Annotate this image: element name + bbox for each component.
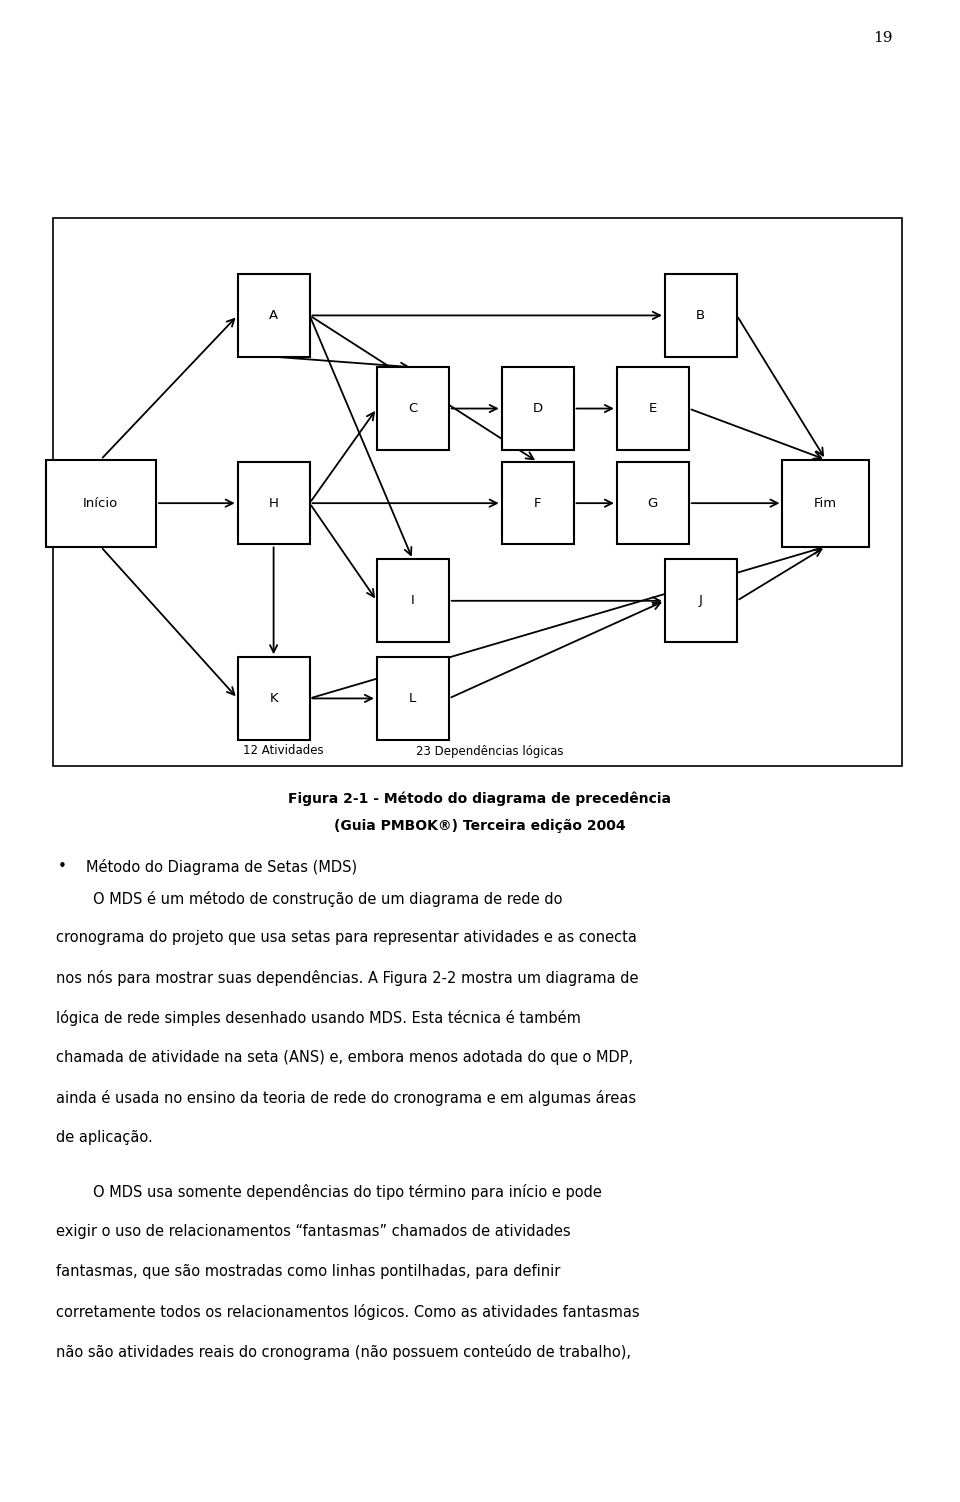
Bar (502, 366, 574, 449)
Text: O MDS usa somente dependências do tipo término para início e pode: O MDS usa somente dependências do tipo t… (56, 1185, 602, 1200)
Text: nos nós para mostrar suas dependências. A Figura 2-2 mostra um diagrama de: nos nós para mostrar suas dependências. … (56, 970, 638, 987)
Text: •: • (58, 859, 66, 874)
Text: O MDS é um método de construção de um diagrama de rede do: O MDS é um método de construção de um di… (56, 891, 563, 907)
Text: de aplicação.: de aplicação. (56, 1130, 153, 1145)
Text: E: E (649, 403, 657, 415)
Bar (502, 461, 574, 544)
Bar (664, 559, 737, 643)
Text: Fim: Fim (814, 497, 837, 509)
Text: ainda é usada no ensino da teoria de rede do cronograma e em algumas áreas: ainda é usada no ensino da teoria de red… (56, 1090, 636, 1105)
Bar (53, 218, 902, 766)
Text: 19: 19 (874, 30, 893, 45)
Text: lógica de rede simples desenhado usando MDS. Esta técnica é também: lógica de rede simples desenhado usando … (56, 1011, 581, 1026)
Text: J: J (699, 595, 703, 607)
Text: não são atividades reais do cronograma (não possuem conteúdo de trabalho),: não são atividades reais do cronograma (… (56, 1344, 631, 1359)
Text: H: H (269, 497, 278, 509)
Text: corretamente todos os relacionamentos lógicos. Como as atividades fantasmas: corretamente todos os relacionamentos ló… (56, 1304, 639, 1320)
Bar (45, 460, 156, 547)
Text: B: B (696, 309, 706, 321)
Text: Método do Diagrama de Setas (MDS): Método do Diagrama de Setas (MDS) (86, 859, 357, 876)
Bar (237, 656, 309, 739)
Text: I: I (411, 595, 415, 607)
Text: exigir o uso de relacionamentos “fantasmas” chamados de atividades: exigir o uso de relacionamentos “fantasm… (56, 1224, 570, 1239)
Text: A: A (269, 309, 278, 321)
Text: Figura 2-1 - Método do diagrama de precedência: Figura 2-1 - Método do diagrama de prece… (289, 792, 671, 807)
Bar (617, 366, 689, 449)
Bar (376, 656, 449, 739)
Text: D: D (533, 403, 542, 415)
Bar (376, 559, 449, 643)
Bar (617, 461, 689, 544)
Bar (237, 273, 309, 356)
Bar (664, 273, 737, 356)
Text: cronograma do projeto que usa setas para representar atividades e as conecta: cronograma do projeto que usa setas para… (56, 930, 636, 945)
Text: Início: Início (84, 497, 118, 509)
Bar (782, 460, 869, 547)
Text: C: C (408, 403, 418, 415)
Text: G: G (648, 497, 658, 509)
Text: (Guia PMBOK®) Terceira edição 2004: (Guia PMBOK®) Terceira edição 2004 (334, 819, 626, 834)
Text: 23 Dependências lógicas: 23 Dependências lógicas (416, 745, 564, 757)
Text: fantasmas, que são mostradas como linhas pontilhadas, para definir: fantasmas, que são mostradas como linhas… (56, 1265, 560, 1278)
Text: F: F (534, 497, 541, 509)
Text: L: L (409, 692, 417, 704)
Text: 12 Atividades: 12 Atividades (243, 745, 324, 757)
Bar (237, 461, 309, 544)
Text: K: K (270, 692, 277, 704)
Bar (376, 366, 449, 449)
Text: chamada de atividade na seta (ANS) e, embora menos adotada do que o MDP,: chamada de atividade na seta (ANS) e, em… (56, 1050, 633, 1065)
